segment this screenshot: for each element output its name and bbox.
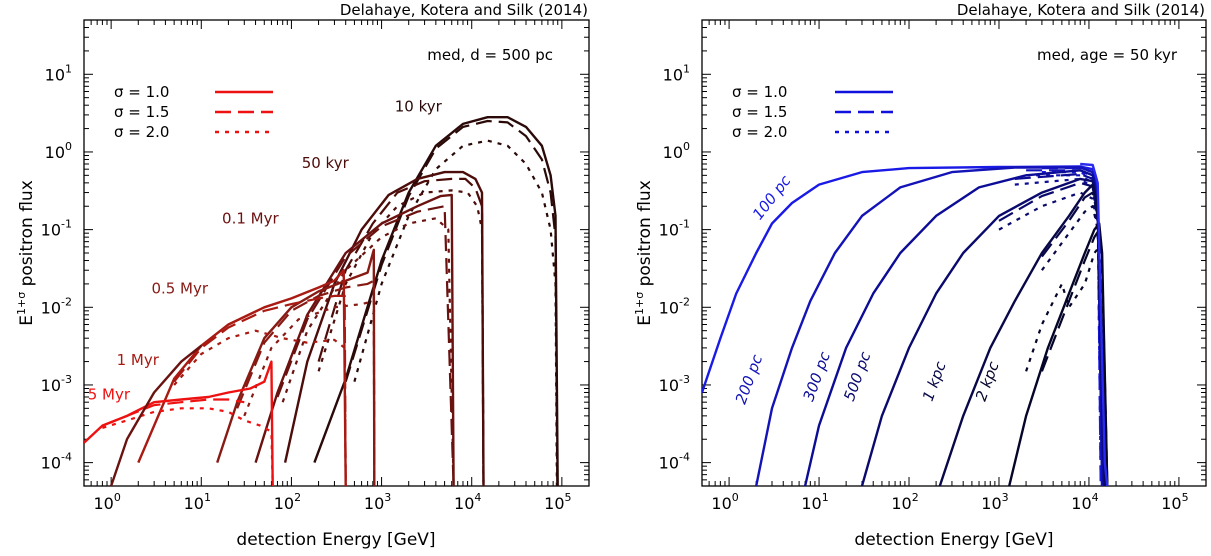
left-series-01-Myr-dotted — [281, 217, 455, 486]
left-series-50-kyr-dashed — [317, 177, 485, 486]
right-x-tick-label: 101 — [801, 491, 828, 513]
left-curve-label: 0.5 Myr — [151, 280, 208, 298]
right-legend-entry-label: σ = 1.0 — [732, 83, 787, 101]
right-annotation-text: med, age = 50 kyr — [1037, 46, 1178, 64]
right-x-tick-label: 104 — [1071, 491, 1098, 513]
right-legend-entry-label: σ = 2.0 — [732, 123, 787, 141]
right-curve-label: 100 pc — [749, 171, 795, 223]
right-curve-group — [702, 162, 1109, 486]
right-series-500-pc-dashed — [998, 181, 1106, 486]
left-legend: σ = 1.0 σ = 1.5 σ = 2.0 — [114, 83, 273, 141]
left-y-tick-label: 10-2 — [41, 295, 72, 317]
right-series-300-pc-dotted — [1014, 177, 1105, 486]
left-y-axis-label-rest: positron flux — [17, 180, 37, 292]
left-x-axis-label: detection Energy [GeV] — [236, 530, 435, 550]
right-series-2-kpc-solid — [1008, 222, 1109, 486]
right-curve-label: 1 kpc — [919, 358, 950, 403]
left-series-1-Myr-solid — [137, 269, 347, 486]
right-credit-text: Delahaye, Kotera and Silk (2014) — [957, 1, 1205, 19]
right-curve-label: 200 pc — [732, 352, 767, 407]
left-x-tick-label: 103 — [364, 491, 391, 513]
right-series-500-pc-solid — [860, 177, 1106, 486]
left-credit-text: Delahaye, Kotera and Silk (2014) — [340, 1, 588, 19]
right-legend: σ = 1.0 σ = 1.5 σ = 2.0 — [732, 83, 893, 141]
right-y-axis-label: E1+σ positron flux — [633, 180, 655, 326]
right-series-1-kpc-solid — [938, 183, 1108, 486]
right-ticks: 100 101 102 103 104 105 10-4 10-3 10-2 10-1 100 101 — [659, 19, 1207, 513]
left-series-1-Myr-dotted — [173, 329, 347, 486]
left-x-tick-label: 105 — [544, 491, 571, 513]
right-x-tick-label: 105 — [1161, 491, 1188, 513]
left-series-05-Myr-dotted — [243, 300, 376, 486]
right-y-tick-label: 10-2 — [659, 295, 690, 317]
left-y-tick-label: 10-4 — [41, 451, 72, 473]
right-y-axis-label-exp: 1+σ — [633, 292, 646, 315]
right-y-tick-label: 100 — [663, 140, 690, 162]
right-x-tick-label: 102 — [891, 491, 918, 513]
left-curves: 10 kyr 50 kyr 0.1 Myr 0.5 Myr 1 Myr 5 Myr — [84, 98, 559, 486]
left-series-1-Myr-dashed — [173, 294, 347, 486]
left-curve-label: 10 kyr — [395, 98, 443, 116]
right-legend-entry-label: σ = 1.5 — [732, 103, 787, 121]
left-legend-entry-label: σ = 1.5 — [114, 103, 169, 121]
right-series-300-pc-solid — [803, 169, 1105, 486]
left-y-axis-label-exp: 1+σ — [15, 292, 28, 315]
left-series-10-kyr-solid — [313, 116, 559, 486]
left-y-tick-label: 10-3 — [41, 373, 72, 395]
right-series-300-pc-dashed — [1014, 172, 1105, 486]
left-series-05-Myr-dashed — [236, 279, 376, 486]
left-series-05-Myr-solid — [216, 248, 376, 486]
right-x-tick-label: 103 — [981, 491, 1008, 513]
right-series-200-pc-solid — [755, 166, 1104, 486]
left-y-tick-label: 10-1 — [41, 218, 72, 240]
left-x-tick-label: 104 — [454, 491, 481, 513]
left-series-01-Myr-solid — [254, 193, 455, 486]
right-series-500-pc-dotted — [998, 191, 1106, 486]
left-curve-label: 5 Myr — [88, 385, 131, 403]
left-series-extra-6-solid — [109, 344, 203, 486]
left-series-01-Myr-dashed — [276, 205, 455, 486]
left-curve-label: 1 Myr — [117, 351, 160, 369]
left-ticks: 100 101 102 103 104 105 10-4 10-3 10-2 10-1 100 101 — [41, 19, 590, 513]
right-series-2-kpc-dotted — [1025, 245, 1109, 486]
left-y-axis-label-base: E — [17, 315, 37, 326]
right-y-axis-label-rest: positron flux — [635, 180, 655, 292]
left-series-50-kyr-dotted — [317, 189, 485, 486]
left-y-tick-label: 100 — [45, 140, 72, 162]
right-curve-label: 500 pc — [840, 349, 875, 404]
left-legend-entry-label: σ = 2.0 — [114, 123, 169, 141]
right-x-tick-label: 100 — [711, 491, 738, 513]
left-series-5-Myr-solid — [84, 360, 274, 486]
left-x-tick-label: 102 — [274, 491, 301, 513]
left-legend-entry-label: σ = 1.0 — [114, 83, 169, 101]
left-curve-label: 0.1 Myr — [222, 209, 279, 227]
left-curve-label: 50 kyr — [302, 154, 350, 172]
right-chart-panel: Delahaye, Kotera and Silk (2014) med, ag… — [633, 1, 1207, 550]
right-x-axis-label: detection Energy [GeV] — [854, 530, 1053, 550]
left-curve-group — [84, 116, 559, 486]
right-y-axis-label-base: E — [635, 315, 655, 326]
left-annotation-text: med, d = 500 pc — [427, 46, 553, 64]
left-chart-panel: Delahaye, Kotera and Silk (2014) med, d … — [15, 1, 590, 550]
right-y-tick-label: 10-4 — [659, 451, 690, 473]
left-x-tick-label: 101 — [184, 491, 211, 513]
left-y-tick-label: 101 — [45, 62, 72, 84]
left-y-axis-label: E1+σ positron flux — [15, 180, 37, 326]
left-x-tick-label: 100 — [93, 491, 120, 513]
right-y-tick-label: 10-3 — [659, 373, 690, 395]
left-series-10-kyr-dashed — [344, 119, 559, 486]
left-series-10-kyr-dotted — [353, 139, 558, 486]
right-series-200-pc-dashed — [1026, 169, 1104, 486]
left-series-5-Myr-dotted — [102, 407, 274, 486]
right-y-tick-label: 10-1 — [659, 218, 690, 240]
right-y-tick-label: 101 — [663, 62, 690, 84]
right-series-extra-6-solid — [1080, 162, 1109, 486]
